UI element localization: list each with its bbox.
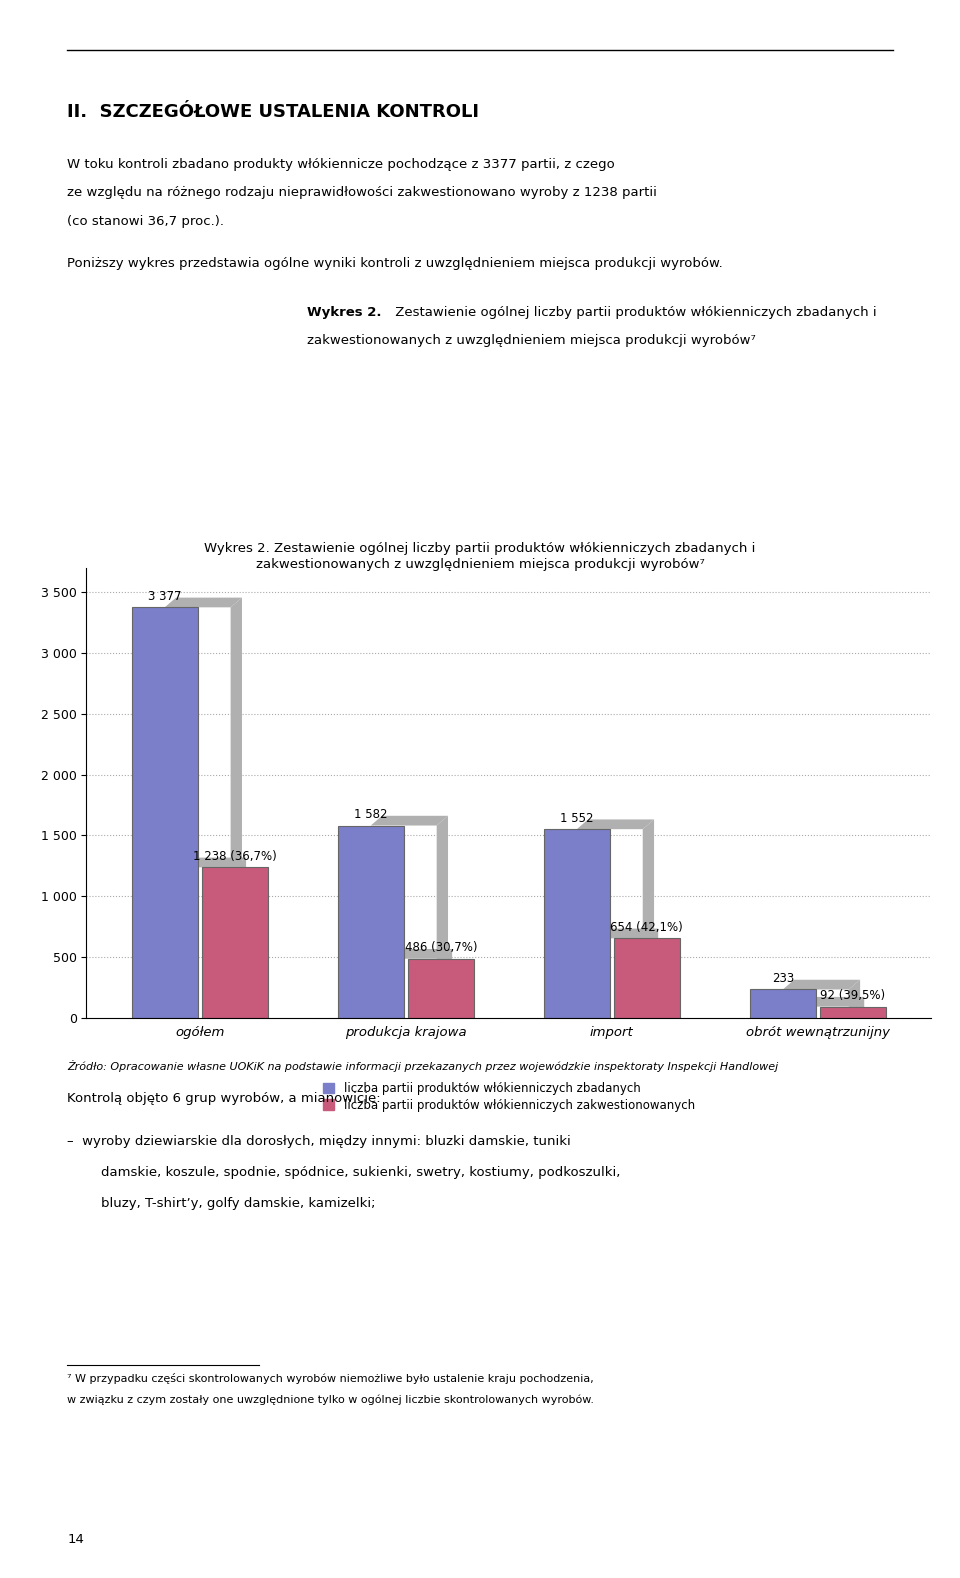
Text: Kontrolą objęto 6 grup wyrobów, a mianowicie:: Kontrolą objęto 6 grup wyrobów, a mianow…	[67, 1092, 381, 1105]
Text: Żródło: Opracowanie własne UOKiK na podstawie informacji przekazanych przez woje: Żródło: Opracowanie własne UOKiK na pods…	[67, 1060, 779, 1073]
Text: –  wyroby dziewiarskie dla dorosłych, między innymi: bluzki damskie, tuniki: – wyroby dziewiarskie dla dorosłych, mię…	[67, 1135, 571, 1147]
Text: Poniższy wykres przedstawia ogólne wyniki kontroli z uwzględnieniem miejsca prod: Poniższy wykres przedstawia ogólne wynik…	[67, 257, 723, 270]
Polygon shape	[165, 598, 242, 608]
Text: ⁷ W przypadku części skontrolowanych wyrobów niemożliwe było ustalenie kraju poc: ⁷ W przypadku części skontrolowanych wyr…	[67, 1373, 594, 1384]
Polygon shape	[849, 980, 860, 1018]
Bar	[408, 959, 474, 1018]
Bar	[338, 825, 404, 1018]
Polygon shape	[437, 816, 448, 1018]
Text: II.  SZCZEGÓŁOWE USTALENIA KONTROLI: II. SZCZEGÓŁOWE USTALENIA KONTROLI	[67, 103, 479, 120]
Text: W toku kontroli zbadano produkty włókiennicze pochodzące z 3377 partii, z czego: W toku kontroli zbadano produkty włókien…	[67, 158, 615, 170]
Text: ze względu na różnego rodzaju nieprawidłowości zakwestionowano wyroby z 1238 par: ze względu na różnego rodzaju nieprawidł…	[67, 186, 657, 199]
Bar	[613, 939, 680, 1018]
Text: 3 377: 3 377	[148, 590, 181, 603]
Polygon shape	[169, 857, 246, 868]
Text: Wykres 2. Zestawienie ogólnej liczby partii produktów włókienniczych zbadanych i: Wykres 2. Zestawienie ogólnej liczby par…	[204, 543, 756, 555]
Polygon shape	[235, 857, 246, 1018]
Text: w związku z czym zostały one uwzględnione tylko w ogólnej liczbie skontrolowanyc: w związku z czym zostały one uwzględnion…	[67, 1395, 594, 1406]
Text: zakwestionowanych z uwzględnieniem miejsca produkcji wyrobów⁷: zakwestionowanych z uwzględnieniem miejs…	[255, 559, 705, 571]
Text: 1 238 (36,7%): 1 238 (36,7%)	[193, 851, 276, 863]
Bar	[820, 1007, 886, 1018]
Text: bluzy, T-shirtʼy, golfy damskie, kamizelki;: bluzy, T-shirtʼy, golfy damskie, kamizel…	[101, 1198, 375, 1210]
Text: Zestawienie ogólnej liczby partii produktów włókienniczych zbadanych i: Zestawienie ogólnej liczby partii produk…	[391, 306, 876, 319]
Text: 233: 233	[772, 972, 794, 985]
Text: 92 (39,5%): 92 (39,5%)	[821, 989, 885, 1002]
Bar	[543, 828, 610, 1018]
Text: damskie, koszule, spodnie, spódnice, sukienki, swetry, kostiumy, podkoszulki,: damskie, koszule, spodnie, spódnice, suk…	[101, 1166, 620, 1179]
Polygon shape	[787, 997, 864, 1007]
Polygon shape	[852, 997, 864, 1018]
Polygon shape	[647, 928, 659, 1018]
Text: 1 552: 1 552	[560, 813, 593, 825]
Polygon shape	[643, 819, 654, 1018]
Text: zakwestionowanych z uwzględnieniem miejsca produkcji wyrobów⁷: zakwestionowanych z uwzględnieniem miejs…	[307, 335, 756, 347]
Legend: liczba partii produktów włókienniczych zbadanych, liczba partii produktów włókie: liczba partii produktów włókienniczych z…	[323, 1083, 695, 1112]
Bar	[750, 989, 816, 1018]
Text: (co stanowi 36,7 proc.).: (co stanowi 36,7 proc.).	[67, 215, 225, 227]
Polygon shape	[230, 598, 242, 1018]
Polygon shape	[371, 816, 448, 825]
Text: 486 (30,7%): 486 (30,7%)	[404, 942, 477, 955]
Bar	[132, 608, 198, 1018]
Text: 14: 14	[67, 1534, 84, 1546]
Polygon shape	[581, 928, 659, 939]
Polygon shape	[782, 980, 860, 989]
Polygon shape	[374, 948, 452, 959]
Text: 654 (42,1%): 654 (42,1%)	[611, 922, 684, 934]
Bar	[202, 868, 268, 1018]
Text: Wykres 2.: Wykres 2.	[307, 306, 382, 319]
Polygon shape	[441, 948, 452, 1018]
Text: 1 582: 1 582	[354, 808, 388, 821]
Polygon shape	[577, 819, 654, 828]
